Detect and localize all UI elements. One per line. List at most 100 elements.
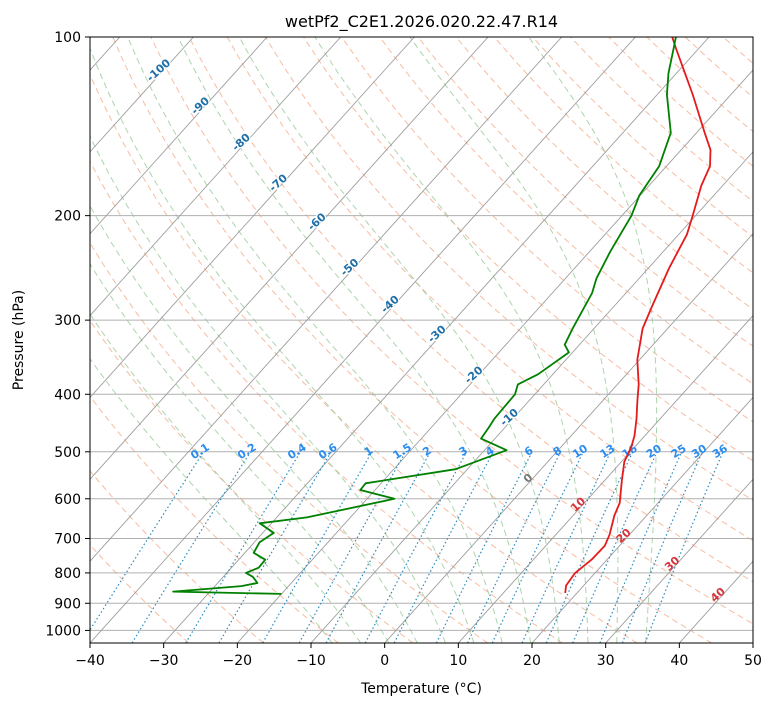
dry-adiabat bbox=[90, 470, 264, 643]
isotherm-line bbox=[90, 37, 415, 399]
isotherm-line bbox=[752, 642, 753, 643]
mixing-ratio-line bbox=[466, 451, 562, 643]
y-tick-label: 400 bbox=[54, 387, 81, 403]
y-tick-label: 700 bbox=[54, 532, 81, 548]
moist-adiabat bbox=[90, 313, 361, 643]
y-axis-label: Pressure (hPa) bbox=[11, 290, 27, 390]
mixing-ratio-label: 0.4 bbox=[285, 440, 309, 462]
y-tick-label: 900 bbox=[54, 596, 81, 612]
x-tick-label: 50 bbox=[744, 653, 762, 669]
isotherm-line bbox=[90, 37, 268, 235]
dry-adiabat bbox=[90, 73, 638, 643]
mixing-ratio-line bbox=[545, 451, 634, 643]
mixing-ratio-label: 36 bbox=[710, 442, 730, 461]
isotherm-line bbox=[531, 396, 753, 643]
dry-adiabat bbox=[90, 160, 563, 643]
moist-adiabat bbox=[90, 135, 446, 643]
dry-adiabat bbox=[90, 241, 488, 643]
moist-adiabat bbox=[409, 37, 619, 643]
mixing-ratio-line bbox=[185, 451, 302, 643]
isotherm-label: -20 bbox=[462, 363, 486, 386]
isotherm-line bbox=[678, 560, 753, 643]
y-tick-label: 600 bbox=[54, 492, 81, 508]
moist-adiabat bbox=[90, 47, 475, 643]
moist-adiabat bbox=[90, 262, 390, 643]
dry-adiabat bbox=[264, 37, 753, 501]
mixing-ratio-label: 25 bbox=[669, 442, 689, 461]
dry-adiabat bbox=[646, 37, 753, 133]
isotherm-line bbox=[236, 69, 753, 643]
x-tick-label: 40 bbox=[670, 653, 688, 669]
dry-adiabat bbox=[684, 37, 753, 98]
x-tick-label: −30 bbox=[149, 653, 179, 669]
dry-adiabat bbox=[90, 544, 190, 643]
mixing-ratio-line bbox=[90, 451, 205, 632]
dry-adiabat bbox=[112, 37, 712, 643]
mixing-ratio-line bbox=[491, 451, 584, 643]
moist-adiabat bbox=[314, 37, 589, 643]
isotherm-line bbox=[163, 37, 710, 643]
mixing-ratio-line bbox=[325, 451, 431, 643]
mixing-ratio-line bbox=[572, 451, 658, 643]
mixing-ratio-label: 10 bbox=[570, 442, 590, 461]
moist-adiabat bbox=[127, 37, 503, 643]
chart-title: wetPf2_C2E1.2026.020.22.47.R14 bbox=[285, 12, 558, 32]
x-tick-label: −10 bbox=[296, 653, 326, 669]
isotherm-line bbox=[90, 37, 636, 643]
dry-adiabat bbox=[90, 395, 339, 643]
dry-adiabat bbox=[150, 37, 753, 625]
isotherm-label: -90 bbox=[189, 94, 213, 117]
dewpoint-profile bbox=[172, 37, 677, 595]
moist-adiabat bbox=[528, 37, 658, 643]
x-tick-label: −40 bbox=[75, 653, 105, 669]
warm-isotherm-label: 40 bbox=[708, 585, 728, 605]
mixing-ratio-line bbox=[644, 451, 724, 643]
mixing-ratio-label: 20 bbox=[644, 442, 664, 461]
dry-adiabat bbox=[493, 37, 753, 274]
isotherm-line bbox=[457, 314, 753, 643]
isotherm-label: -50 bbox=[338, 256, 362, 279]
mixing-ratio-line bbox=[599, 451, 683, 643]
mixing-ratio-line bbox=[131, 451, 252, 643]
dry-adiabat bbox=[455, 37, 753, 310]
mixing-ratio-label: 0.1 bbox=[188, 441, 211, 463]
moist-adiabat bbox=[90, 204, 418, 643]
mixing-ratio-line bbox=[364, 451, 468, 643]
y-tick-label: 1000 bbox=[45, 623, 81, 639]
mixing-ratio-label: 30 bbox=[689, 442, 709, 461]
x-tick-label: 30 bbox=[597, 653, 615, 669]
mixing-ratio-label: 0.6 bbox=[316, 440, 340, 462]
moist-adiabat bbox=[90, 357, 333, 643]
moist-adiabat bbox=[238, 37, 560, 643]
temperature-profile bbox=[564, 37, 712, 594]
y-tick-label: 800 bbox=[54, 566, 81, 582]
isotherm-line bbox=[310, 151, 753, 643]
isotherm-label: -10 bbox=[498, 406, 522, 429]
plot-frame bbox=[89, 36, 754, 644]
isotherm-label: -40 bbox=[378, 293, 402, 316]
x-tick-label: −20 bbox=[223, 653, 253, 669]
x-tick-label: 0 bbox=[380, 653, 389, 669]
y-tick-label: 100 bbox=[54, 30, 81, 46]
isotherm-line bbox=[384, 233, 753, 643]
x-tick-label: 10 bbox=[449, 653, 467, 669]
mixing-ratio-line bbox=[521, 451, 612, 643]
x-tick-label: 20 bbox=[523, 653, 541, 669]
isotherm-label: -80 bbox=[230, 131, 254, 154]
isotherm-line bbox=[605, 478, 753, 643]
y-tick-label: 200 bbox=[54, 209, 81, 225]
isotherm-line bbox=[90, 37, 563, 562]
isotherm-line bbox=[90, 37, 342, 317]
x-axis-label: Temperature (°C) bbox=[360, 681, 482, 697]
dry-adiabat bbox=[90, 319, 414, 643]
y-tick-label: 500 bbox=[54, 445, 81, 461]
mixing-ratio-label: 1.5 bbox=[391, 441, 414, 463]
dry-adiabat bbox=[417, 37, 753, 347]
mixing-ratio-line bbox=[393, 451, 494, 643]
isotherm-line bbox=[90, 37, 194, 153]
dry-adiabat bbox=[608, 37, 753, 167]
isotherm-label: -30 bbox=[425, 322, 449, 345]
isotherm-label: -60 bbox=[305, 210, 329, 233]
mixing-ratio-line bbox=[262, 451, 373, 643]
